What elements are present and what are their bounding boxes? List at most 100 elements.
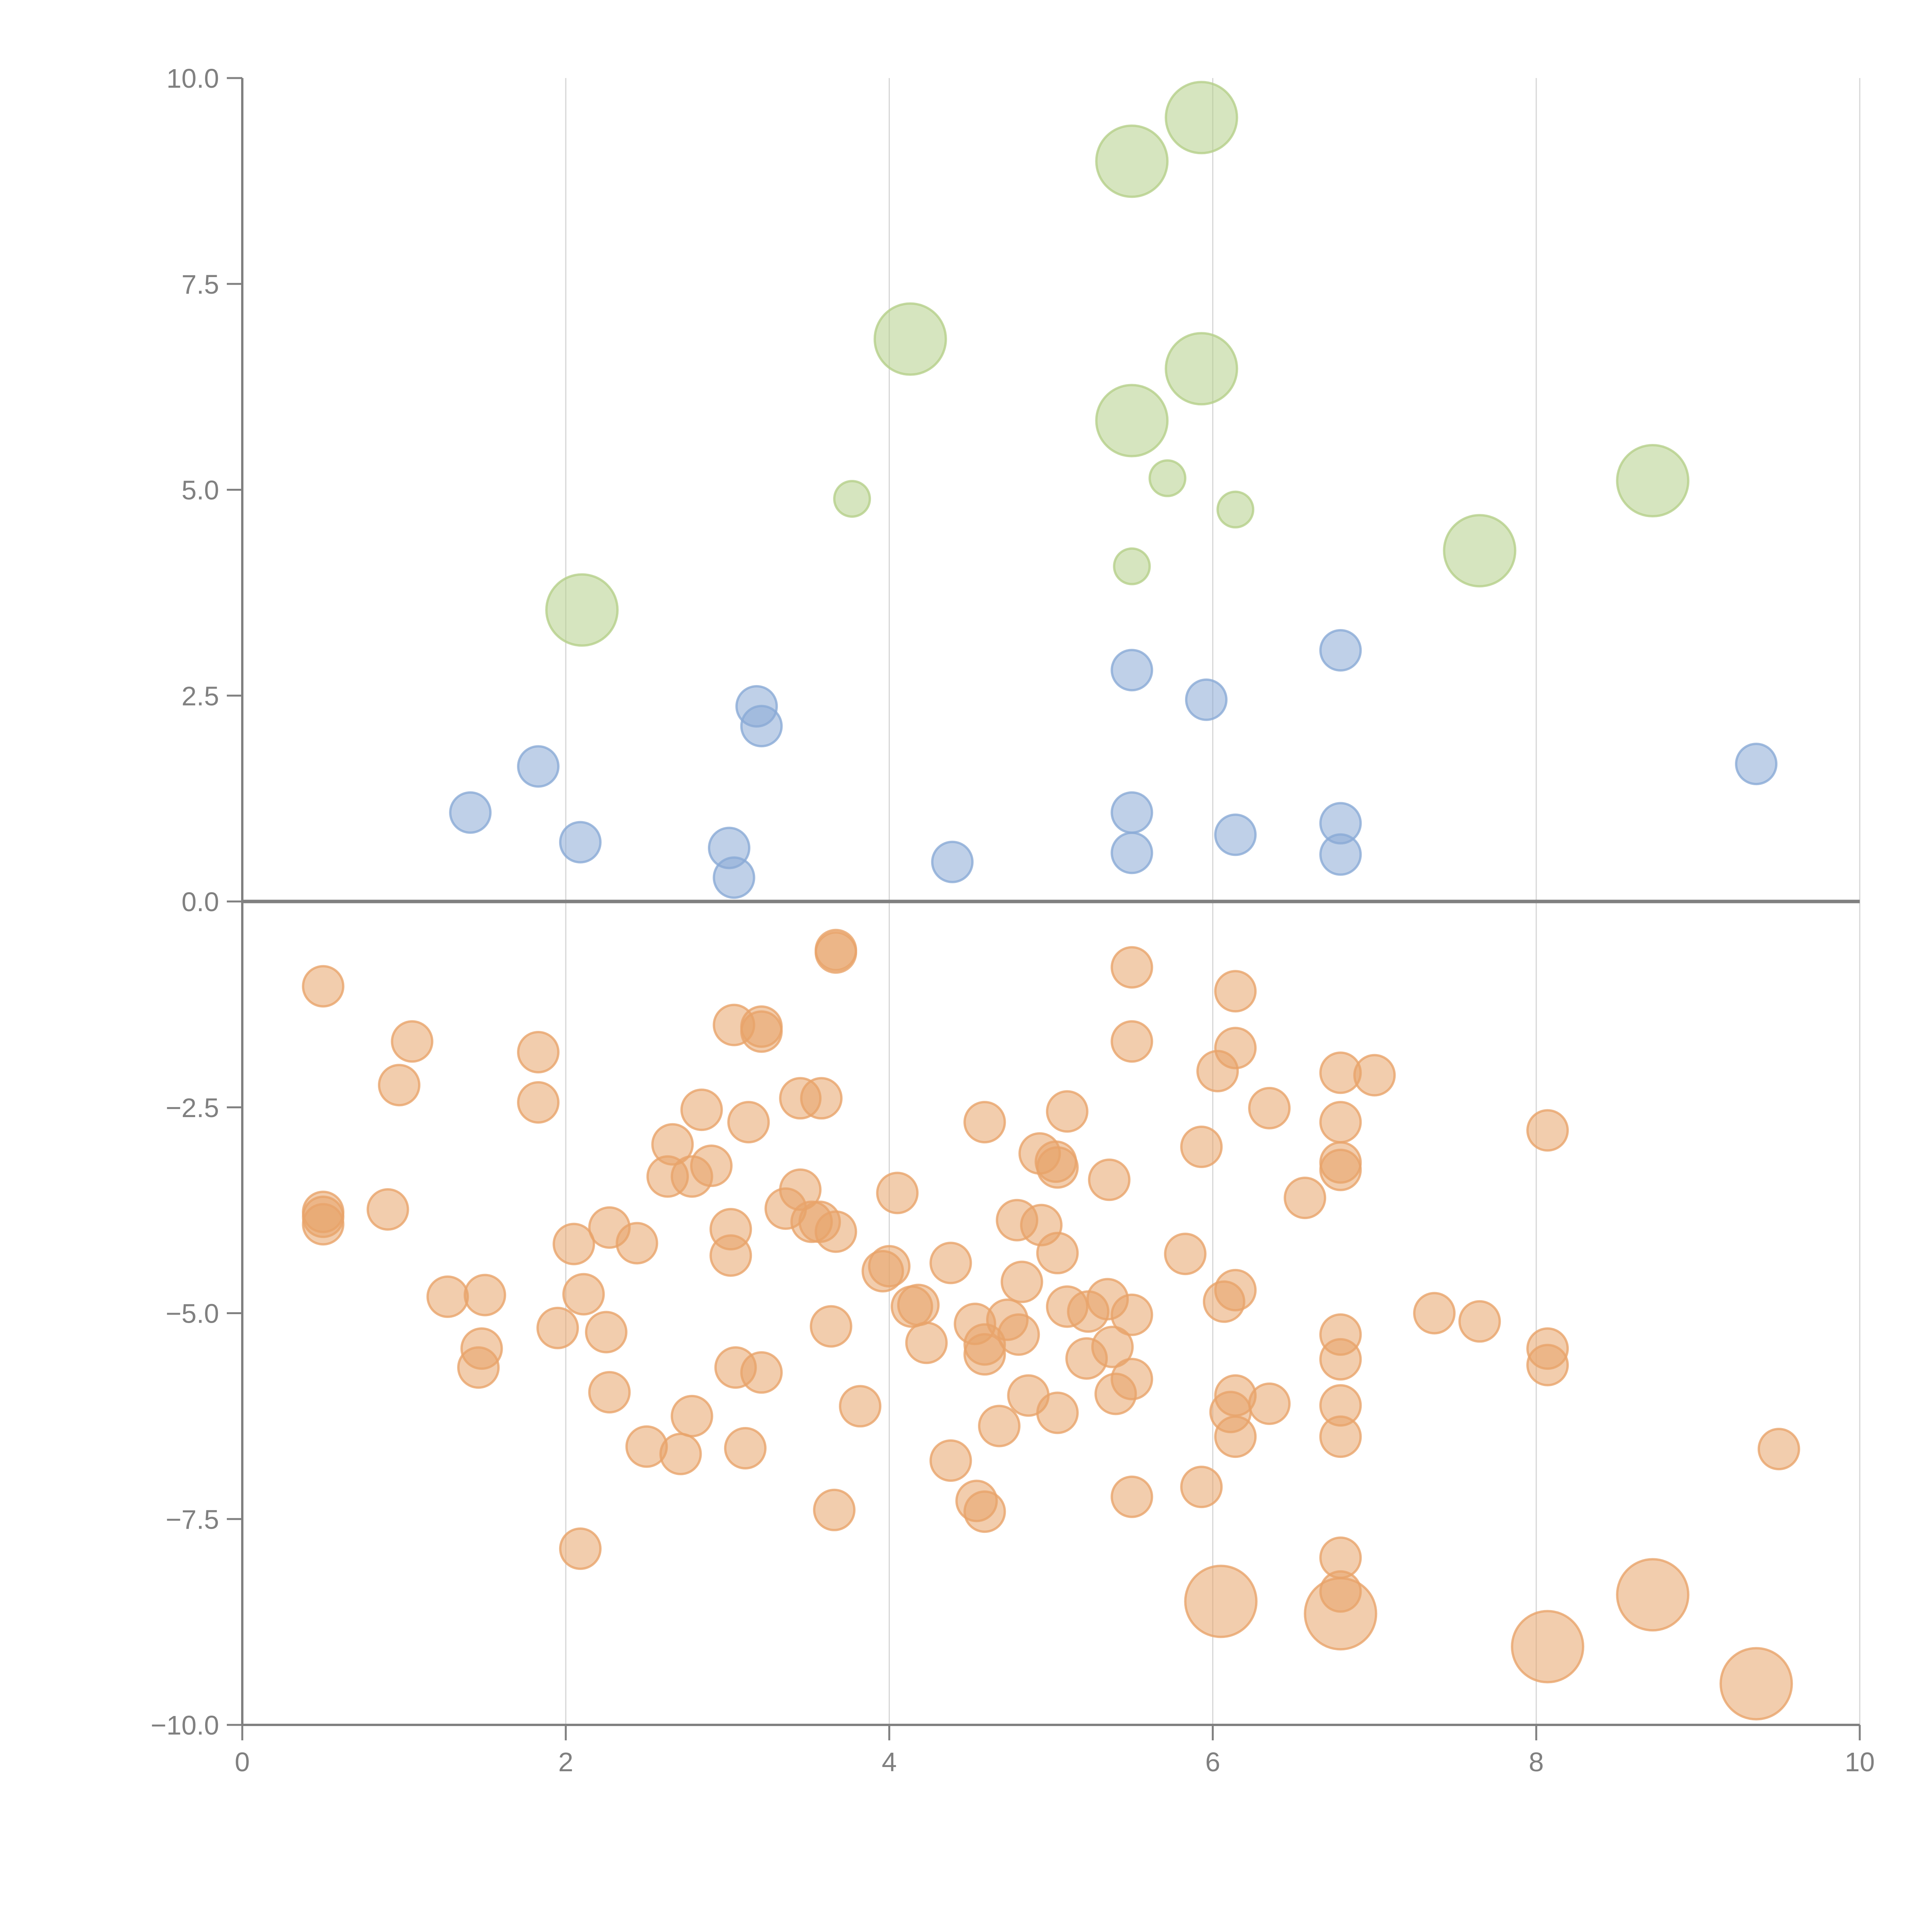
blue-point <box>1214 813 1257 856</box>
orange-point <box>1111 946 1153 989</box>
orange-point <box>1036 1391 1079 1434</box>
orange-point <box>727 1101 770 1144</box>
orange-point <box>670 1395 713 1437</box>
blue-point <box>931 840 974 883</box>
green-point <box>833 480 871 518</box>
y-tick-label: 7.5 <box>182 269 219 299</box>
green-point <box>1095 384 1169 457</box>
blue-point <box>1111 649 1153 692</box>
orange-point <box>302 1203 345 1246</box>
orange-point <box>1511 1610 1585 1684</box>
orange-point <box>1413 1292 1456 1335</box>
orange-point <box>963 1490 1006 1533</box>
orange-point <box>517 1031 560 1073</box>
orange-point <box>553 1223 595 1265</box>
grid-layer <box>242 78 1861 1725</box>
orange-point <box>929 1242 972 1284</box>
blue-point <box>1319 629 1362 672</box>
orange-point <box>905 1321 948 1364</box>
x-tick-label: 6 <box>1205 1747 1220 1777</box>
orange-point <box>391 1020 434 1063</box>
orange-point <box>1719 1647 1793 1721</box>
orange-point <box>709 1234 752 1277</box>
orange-point <box>1111 1293 1153 1336</box>
points-layer <box>302 81 1800 1721</box>
orange-point <box>963 1101 1006 1144</box>
orange-point <box>963 1333 1006 1376</box>
green-point <box>1216 490 1255 529</box>
orange-point <box>1304 1577 1378 1651</box>
orange-point <box>1180 1126 1223 1168</box>
orange-point <box>815 1210 857 1253</box>
blue-point <box>1319 833 1362 876</box>
orange-point <box>463 1274 506 1316</box>
orange-point <box>740 1351 783 1394</box>
orange-point <box>1616 1558 1690 1632</box>
orange-point <box>1036 1231 1079 1274</box>
orange-point <box>1248 1087 1291 1129</box>
orange-point <box>1319 1101 1362 1144</box>
orange-point <box>1111 1020 1153 1063</box>
orange-point <box>897 1284 940 1327</box>
orange-point <box>1091 1325 1134 1368</box>
orange-point <box>1088 1158 1131 1201</box>
blue-point <box>1185 678 1228 721</box>
x-tick-label: 8 <box>1529 1747 1544 1777</box>
orange-point <box>876 1172 919 1214</box>
orange-point <box>426 1275 469 1318</box>
orange-point <box>929 1439 972 1482</box>
orange-point <box>839 1385 882 1428</box>
orange-point <box>813 1488 856 1531</box>
orange-point <box>536 1306 579 1349</box>
orange-point <box>815 931 857 974</box>
orange-point <box>1319 1148 1362 1191</box>
axes-layer: 10.0 7.5 5.0 2.5 0.0 −2.5 −5.0 −7.5 −10.0 0 2 4 6 8 10 <box>151 63 1875 1777</box>
x-tick-label: 4 <box>882 1747 897 1777</box>
blue-point <box>1111 832 1153 874</box>
x-tick-label: 2 <box>558 1747 573 1777</box>
orange-point <box>740 1010 783 1053</box>
orange-point <box>517 1081 560 1124</box>
orange-point <box>562 1273 605 1316</box>
green-point <box>1095 124 1169 198</box>
orange-point <box>1526 1344 1569 1386</box>
orange-point <box>1214 1027 1257 1070</box>
orange-point <box>302 965 345 1008</box>
orange-point <box>1214 1415 1257 1458</box>
orange-point <box>559 1527 602 1570</box>
orange-point <box>1000 1260 1043 1303</box>
green-point <box>1616 444 1690 518</box>
orange-point <box>1319 1415 1362 1458</box>
orange-point <box>724 1427 767 1469</box>
x-tick-label: 0 <box>235 1747 250 1777</box>
orange-point <box>1180 1466 1223 1509</box>
orange-point <box>457 1346 500 1389</box>
orange-point <box>868 1245 911 1288</box>
orange-point <box>1111 1357 1153 1400</box>
orange-point <box>1526 1109 1569 1152</box>
orange-point <box>978 1405 1021 1447</box>
orange-point <box>1284 1177 1327 1219</box>
y-tick-label: −10.0 <box>151 1710 219 1740</box>
green-point <box>545 573 619 647</box>
blue-point <box>517 745 560 788</box>
orange-point <box>997 1313 1040 1356</box>
blue-point <box>559 821 602 864</box>
y-tick-label: 10.0 <box>167 63 219 94</box>
blue-point <box>1735 743 1778 786</box>
orange-point <box>800 1077 843 1120</box>
orange-point <box>1111 1475 1153 1518</box>
orange-point <box>588 1371 631 1414</box>
green-point <box>1113 547 1151 585</box>
green-point <box>1148 459 1187 497</box>
orange-point <box>1757 1428 1800 1471</box>
green-point <box>1443 514 1517 588</box>
blue-point <box>449 791 492 834</box>
green-point <box>1165 332 1238 406</box>
orange-point <box>366 1188 409 1231</box>
blue-point <box>1111 791 1153 834</box>
orange-point <box>1046 1090 1088 1133</box>
y-tick-label: 5.0 <box>182 475 219 505</box>
orange-point <box>1214 1269 1257 1311</box>
blue-point <box>740 705 783 748</box>
